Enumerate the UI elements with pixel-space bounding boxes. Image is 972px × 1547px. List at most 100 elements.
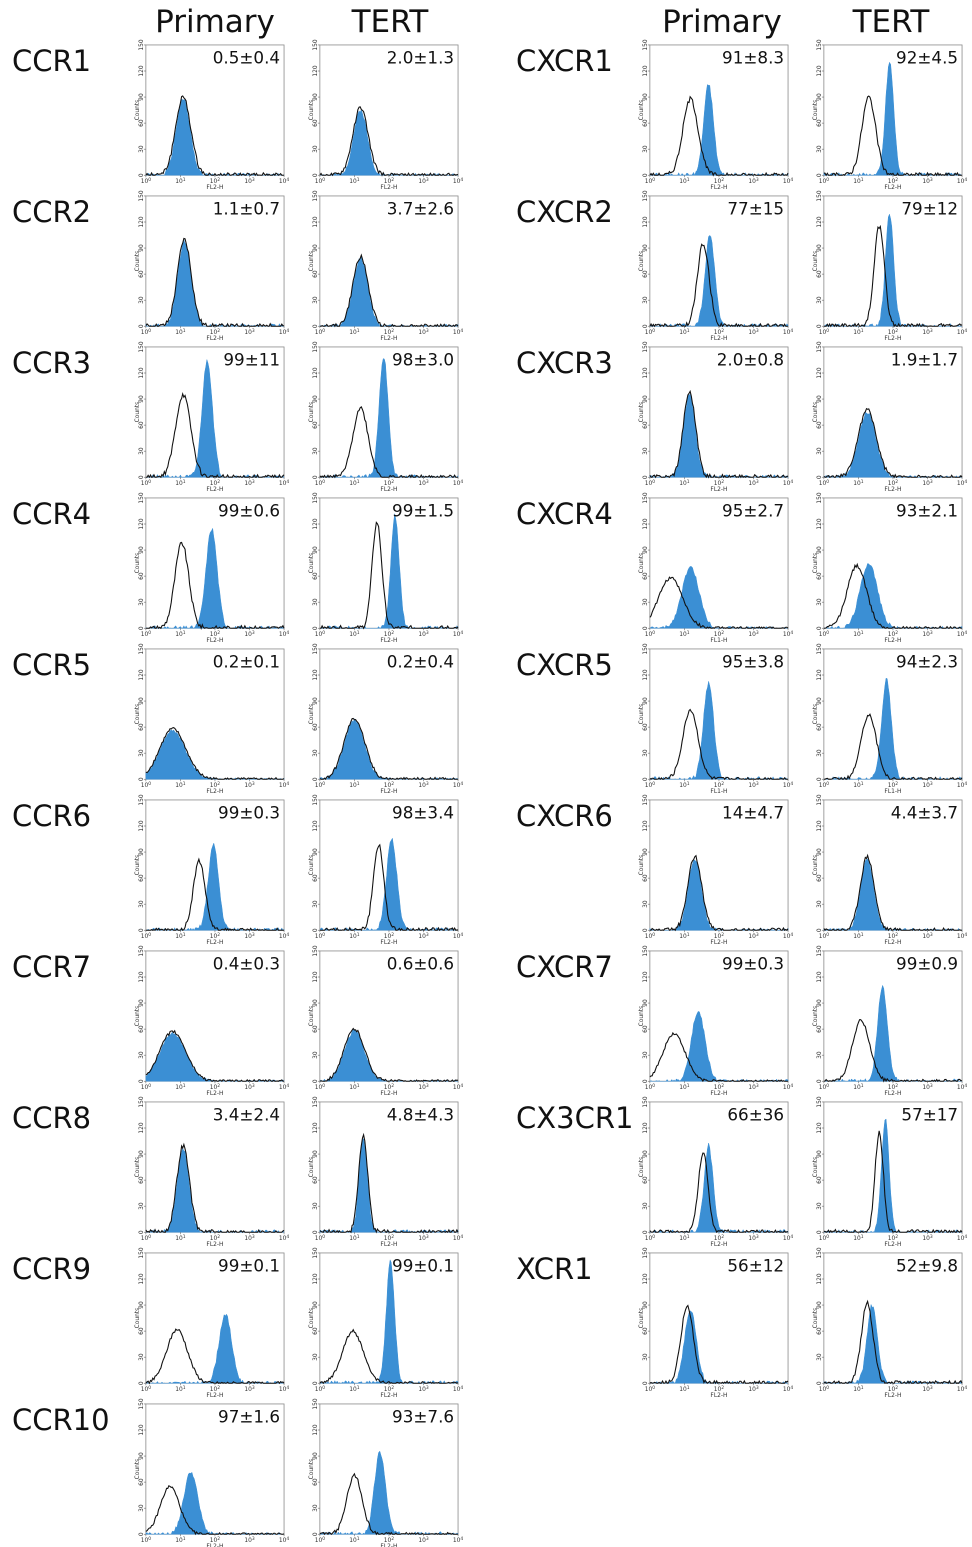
x-tick-label: 103 xyxy=(748,1385,759,1393)
histogram-ccr9-tert: 0 30 60 90 120 150 Counts 100 101 102 103 104 FL2-H 9… xyxy=(309,1247,463,1399)
x-tick-label: 103 xyxy=(418,1385,429,1393)
y-tick-label: 30 xyxy=(313,900,319,908)
x-axis-label: FL2-H xyxy=(380,185,397,191)
x-tick-label: 104 xyxy=(957,177,968,185)
y-axis-label: Counts xyxy=(309,1006,315,1027)
percent-positive-value: 99±0.1 xyxy=(218,1256,280,1276)
y-tick-label: 90 xyxy=(643,93,649,101)
percent-positive-value: 98±3.0 xyxy=(392,350,454,370)
y-tick-label: 90 xyxy=(313,1301,319,1309)
row-label-cxcr4: CXCR4 xyxy=(516,497,613,531)
y-axis-label: Counts xyxy=(639,1308,645,1329)
y-tick-label: 90 xyxy=(817,848,823,856)
x-tick-label: 104 xyxy=(957,479,968,487)
y-tick-label: 90 xyxy=(643,697,649,705)
stained-histogram xyxy=(649,681,789,780)
y-tick-label: 120 xyxy=(313,1424,319,1436)
x-tick-label: 102 xyxy=(714,630,725,638)
x-tick-label: 102 xyxy=(714,1385,725,1393)
percent-positive-value: 3.7±2.6 xyxy=(387,199,454,219)
x-axis-label: FL2-H xyxy=(206,1544,223,1547)
stained-histogram xyxy=(649,859,789,931)
y-tick-label: 150 xyxy=(817,341,823,353)
isotype-histogram xyxy=(319,1328,459,1385)
x-tick-label: 101 xyxy=(853,1385,864,1393)
x-tick-label: 104 xyxy=(783,479,794,487)
x-tick-label: 103 xyxy=(748,479,759,487)
y-axis-label: Counts xyxy=(309,100,315,121)
row-label-cx3cr1: CX3CR1 xyxy=(516,1101,634,1135)
y-axis-label: Counts xyxy=(135,100,141,121)
x-tick-label: 103 xyxy=(244,1234,255,1242)
isotype-histogram xyxy=(145,541,285,630)
x-tick-label: 104 xyxy=(783,932,794,940)
y-tick-label: 120 xyxy=(313,971,319,983)
y-tick-label: 30 xyxy=(817,447,823,455)
histogram-ccr4-tert: 0 30 60 90 120 150 Counts 100 101 102 103 104 FL2-H 9… xyxy=(309,492,463,644)
y-tick-label: 90 xyxy=(139,395,145,403)
x-tick-label: 100 xyxy=(819,781,830,789)
y-tick-label: 150 xyxy=(643,1247,649,1259)
y-tick-label: 60 xyxy=(313,119,319,127)
y-axis-label: Counts xyxy=(813,1157,819,1178)
histogram-ccr2-primary: 0 30 60 90 120 150 Counts 100 101 102 103 104 FL2-H 1… xyxy=(135,190,289,342)
y-axis-label: Counts xyxy=(813,1308,819,1329)
isotype-histogram xyxy=(319,1472,459,1536)
stained-histogram xyxy=(823,1303,963,1384)
isotype-histogram xyxy=(649,1031,789,1083)
y-tick-label: 120 xyxy=(817,1122,823,1134)
x-tick-label: 103 xyxy=(244,1083,255,1091)
x-tick-label: 101 xyxy=(349,328,360,336)
x-tick-label: 100 xyxy=(141,177,152,185)
y-tick-label: 60 xyxy=(139,1176,145,1184)
y-axis-label: Counts xyxy=(309,704,315,725)
x-tick-label: 103 xyxy=(244,630,255,638)
y-tick-label: 120 xyxy=(643,65,649,77)
x-tick-label: 104 xyxy=(957,1234,968,1242)
percent-positive-value: 93±7.6 xyxy=(392,1407,454,1427)
x-axis-label: FL2-H xyxy=(884,185,901,191)
x-tick-label: 102 xyxy=(888,1385,899,1393)
y-axis-label: Counts xyxy=(309,402,315,423)
y-tick-label: 60 xyxy=(313,270,319,278)
row-label-ccr3: CCR3 xyxy=(12,346,92,380)
x-tick-label: 104 xyxy=(957,630,968,638)
y-tick-label: 150 xyxy=(643,39,649,51)
y-tick-label: 150 xyxy=(643,794,649,806)
x-tick-label: 102 xyxy=(888,1083,899,1091)
y-tick-label: 60 xyxy=(643,572,649,580)
y-tick-label: 150 xyxy=(643,945,649,957)
percent-positive-value: 77±15 xyxy=(727,199,784,219)
x-tick-label: 100 xyxy=(141,932,152,940)
isotype-histogram xyxy=(823,562,963,629)
y-tick-label: 90 xyxy=(643,999,649,1007)
histogram-ccr6-primary: 0 30 60 90 120 150 Counts 100 101 102 103 104 FL2-H 9… xyxy=(135,794,289,946)
y-tick-label: 30 xyxy=(313,1202,319,1210)
x-tick-label: 100 xyxy=(645,328,656,336)
y-tick-label: 0 xyxy=(139,1381,145,1385)
percent-positive-value: 98±3.4 xyxy=(392,803,454,823)
y-tick-label: 0 xyxy=(313,1532,319,1536)
y-tick-label: 120 xyxy=(817,820,823,832)
y-tick-label: 60 xyxy=(313,1176,319,1184)
x-tick-label: 104 xyxy=(783,1234,794,1242)
histogram-cx3cr1-primary: 0 30 60 90 120 150 Counts 100 101 102 103 104 FL2-H 6… xyxy=(639,1096,794,1248)
y-tick-label: 150 xyxy=(643,643,649,655)
histogram-xcr1-primary: 0 30 60 90 120 150 Counts 100 101 102 103 104 FL2-H 5… xyxy=(639,1247,793,1399)
x-tick-label: 104 xyxy=(957,781,968,789)
y-tick-label: 90 xyxy=(313,697,319,705)
x-tick-label: 101 xyxy=(679,1234,690,1242)
y-tick-label: 150 xyxy=(313,492,319,504)
x-tick-label: 100 xyxy=(819,932,830,940)
x-tick-label: 102 xyxy=(384,630,395,638)
y-tick-label: 120 xyxy=(139,367,145,379)
y-tick-label: 60 xyxy=(817,421,823,429)
stained-histogram xyxy=(319,837,459,931)
y-tick-label: 150 xyxy=(139,1247,145,1259)
stained-histogram xyxy=(823,563,963,629)
x-tick-label: 102 xyxy=(210,1083,221,1091)
y-tick-label: 90 xyxy=(643,848,649,856)
y-axis-label: Counts xyxy=(135,553,141,574)
y-tick-label: 150 xyxy=(817,190,823,202)
stained-histogram xyxy=(649,1310,789,1384)
